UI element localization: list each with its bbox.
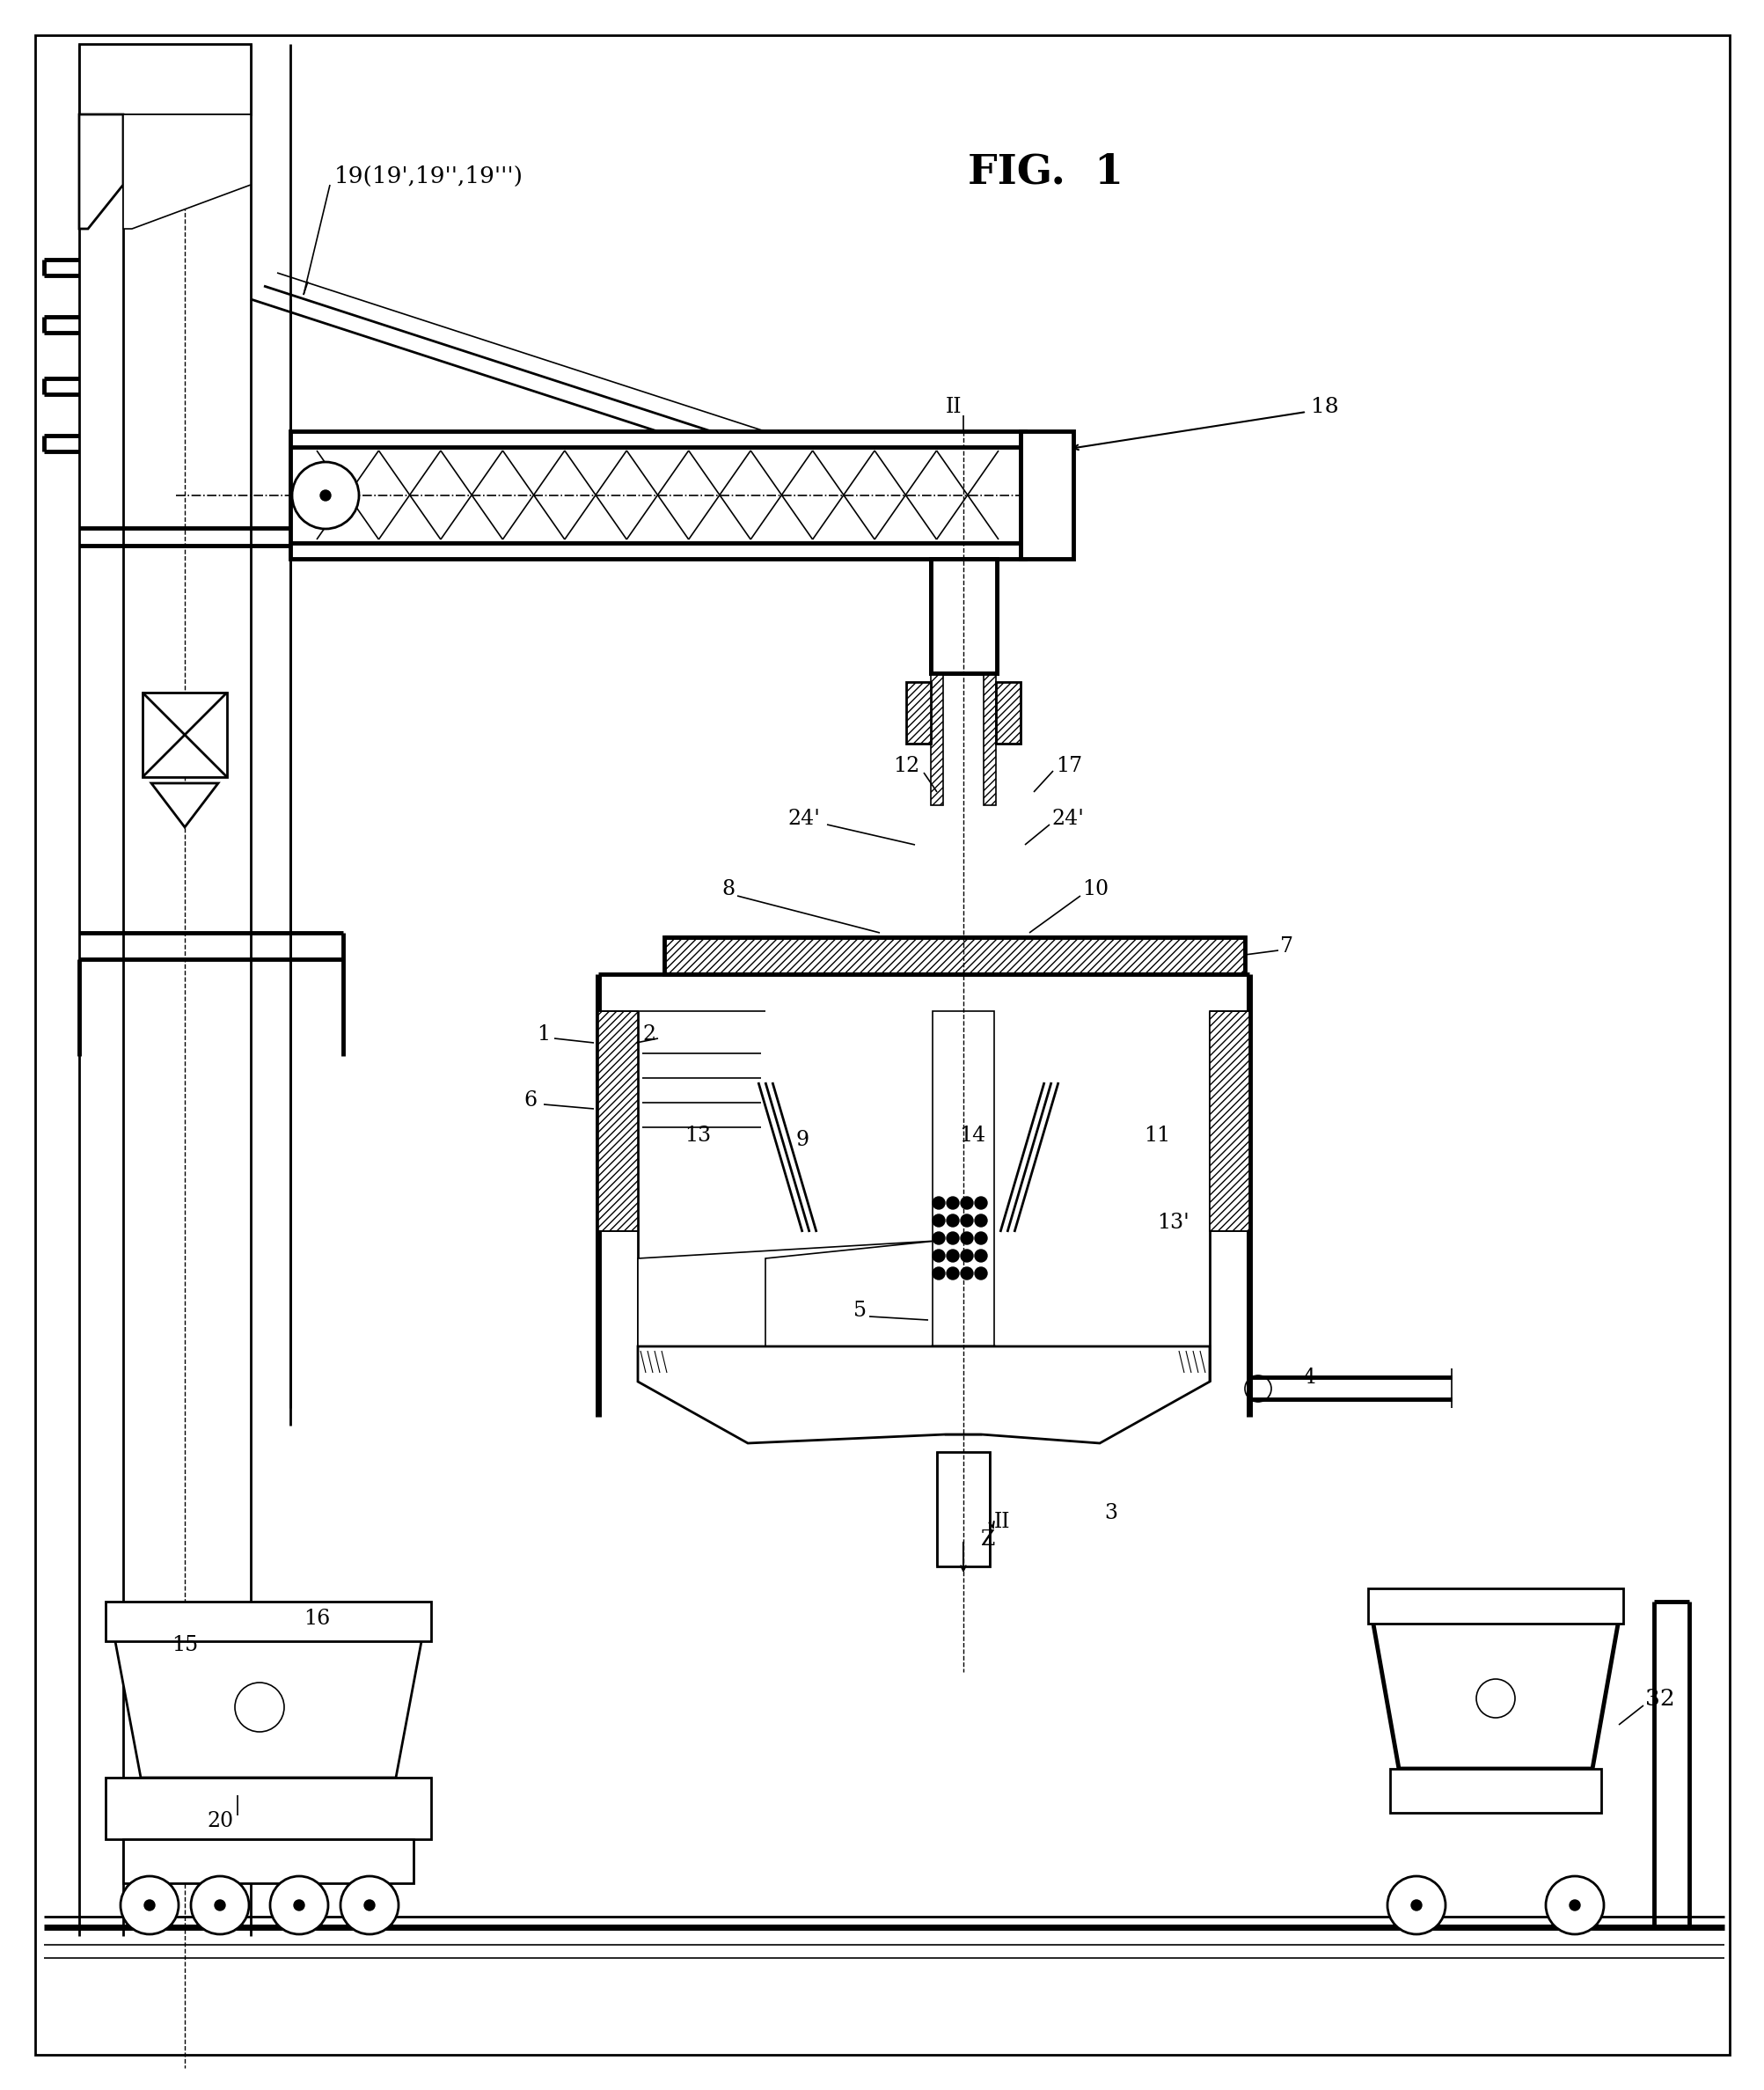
Text: 11: 11 [1143,1124,1170,1145]
Circle shape [946,1250,958,1262]
Circle shape [235,1682,284,1733]
Bar [983,673,995,805]
Circle shape [270,1877,328,1933]
Bar [1390,1768,1600,1812]
Circle shape [931,1198,944,1210]
Text: 16: 16 [303,1609,330,1630]
Text: 17: 17 [1055,754,1081,775]
Text: 7: 7 [1279,936,1293,955]
Bar [106,1601,430,1641]
Circle shape [191,1877,249,1933]
Circle shape [974,1231,986,1244]
Text: 13': 13' [1157,1212,1189,1233]
Text: 6: 6 [524,1089,536,1110]
Circle shape [1568,1900,1579,1910]
Circle shape [974,1250,986,1262]
Polygon shape [637,1346,1208,1444]
Circle shape [931,1267,944,1279]
Polygon shape [79,115,123,228]
Polygon shape [1372,1620,1618,1768]
Text: 2: 2 [642,1024,654,1045]
Circle shape [960,1214,972,1227]
Circle shape [960,1250,972,1262]
Bar [1208,1012,1249,1231]
Text: 19(19',19'',19'''): 19(19',19'',19''') [333,165,524,186]
Polygon shape [931,1346,993,1434]
Bar [143,692,228,777]
Bar [79,44,250,115]
Text: 24': 24' [1051,809,1083,828]
Circle shape [1475,1678,1514,1718]
Polygon shape [637,1241,937,1346]
Bar [1367,1588,1623,1624]
Circle shape [319,491,330,502]
Circle shape [363,1900,374,1910]
Circle shape [120,1877,178,1933]
Bar [930,558,997,673]
Text: 20: 20 [206,1812,233,1831]
Circle shape [931,1231,944,1244]
Text: Z: Z [981,1530,995,1551]
Bar [291,431,1025,558]
Circle shape [931,1250,944,1262]
Circle shape [960,1231,972,1244]
Circle shape [974,1214,986,1227]
Bar [905,681,930,744]
Text: 9: 9 [796,1129,810,1150]
Circle shape [340,1877,399,1933]
Circle shape [215,1900,226,1910]
Polygon shape [152,784,219,828]
Circle shape [946,1214,958,1227]
Bar [931,1012,993,1346]
Circle shape [946,1267,958,1279]
Text: 32: 32 [1644,1687,1674,1710]
Text: FIG.  1: FIG. 1 [967,150,1124,192]
Circle shape [931,1214,944,1227]
Bar [123,1839,413,1883]
Bar [1020,431,1073,558]
Text: 10: 10 [1081,878,1108,899]
Text: 15: 15 [171,1636,198,1655]
Text: 4: 4 [1302,1367,1314,1388]
Text: 14: 14 [958,1124,984,1145]
Circle shape [295,1900,303,1910]
Text: 12: 12 [893,754,919,775]
Bar [995,681,1020,744]
Bar [930,558,997,673]
Circle shape [1411,1900,1422,1910]
Circle shape [974,1267,986,1279]
Bar [930,673,942,805]
Circle shape [946,1198,958,1210]
Bar [106,1779,430,1839]
Text: II: II [946,397,961,416]
Circle shape [974,1198,986,1210]
Circle shape [1545,1877,1603,1933]
Text: 3: 3 [1104,1503,1117,1524]
Text: II: II [993,1513,1011,1532]
Polygon shape [123,115,250,228]
Bar [598,1012,637,1231]
Circle shape [960,1198,972,1210]
Circle shape [145,1900,155,1910]
Circle shape [293,462,358,529]
Circle shape [960,1267,972,1279]
Circle shape [1387,1877,1445,1933]
Bar [663,936,1244,974]
Polygon shape [115,1636,422,1779]
Text: 18: 18 [1311,397,1339,416]
Text: 24': 24' [787,809,820,828]
Text: 13: 13 [684,1124,711,1145]
Text: 1: 1 [536,1024,550,1045]
Text: 5: 5 [854,1302,866,1321]
Text: 8: 8 [721,878,734,899]
Bar [937,1453,990,1565]
Circle shape [946,1231,958,1244]
